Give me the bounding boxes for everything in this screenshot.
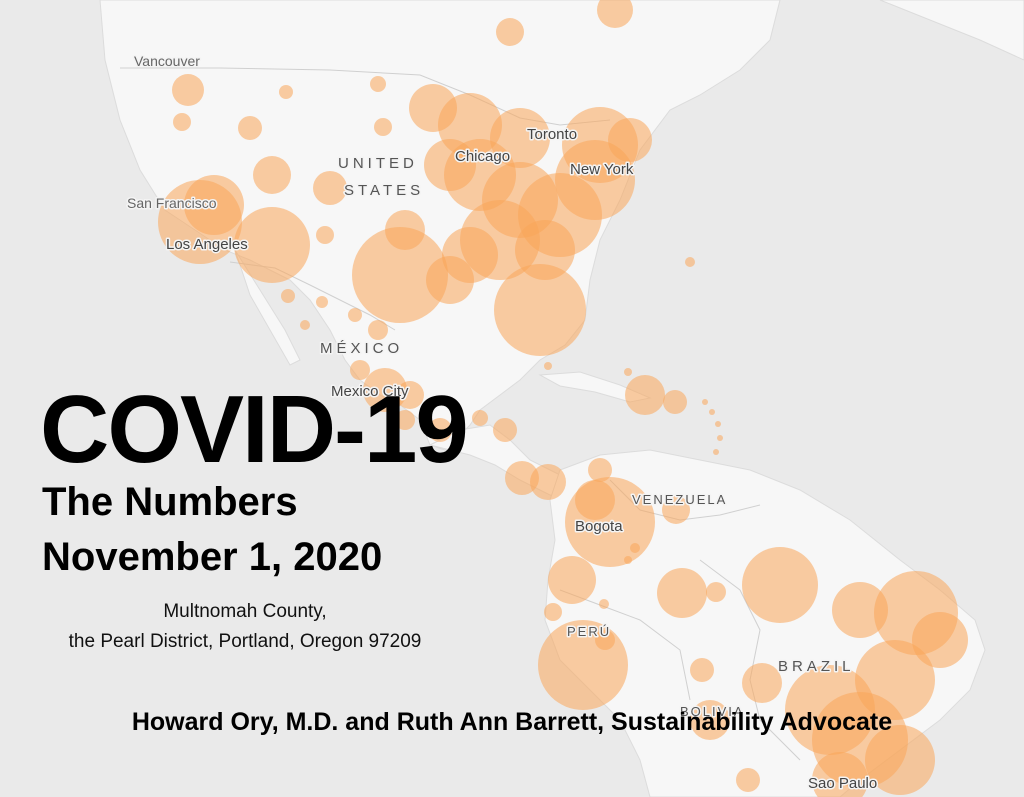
case-bubble [709, 409, 715, 415]
case-bubble [742, 663, 782, 703]
case-bubble [300, 320, 310, 330]
case-bubble [350, 360, 370, 380]
case-bubble [630, 543, 640, 553]
case-bubble [588, 458, 612, 482]
case-bubble [624, 368, 632, 376]
country-label-venezuela: VENEZUELA [632, 492, 727, 507]
case-bubble [172, 74, 204, 106]
case-bubble [238, 116, 262, 140]
case-bubble [395, 410, 415, 430]
city-label-san-francisco: San Francisco [127, 195, 217, 211]
case-bubble [158, 180, 242, 264]
case-bubble [530, 464, 566, 500]
case-bubble [663, 390, 687, 414]
case-bubble [505, 461, 539, 495]
city-label-chicago: Chicago [455, 148, 510, 165]
case-bubble [865, 725, 935, 795]
case-bubble [595, 630, 615, 650]
case-bubble [713, 449, 719, 455]
case-bubble [368, 320, 388, 340]
case-bubble [625, 375, 665, 415]
case-bubble [253, 156, 291, 194]
case-bubble [736, 768, 760, 792]
baja-land [234, 249, 301, 366]
case-bubble [234, 207, 310, 283]
city-label-toronto: Toronto [527, 126, 577, 143]
case-bubbles [158, 0, 968, 797]
case-bubble [812, 752, 868, 797]
case-bubble [575, 480, 615, 520]
case-bubble [702, 399, 708, 405]
case-bubble [494, 264, 586, 356]
case-bubble [313, 171, 347, 205]
peru-border [559, 589, 691, 701]
case-bubble [374, 118, 392, 136]
country-label-united: UNITED [338, 155, 418, 172]
case-bubble [348, 308, 362, 322]
case-bubble [544, 603, 562, 621]
city-label-new-york: New York [570, 161, 634, 178]
case-bubble [428, 418, 452, 442]
case-bubble [173, 113, 191, 131]
case-bubble [717, 435, 723, 441]
case-bubble [316, 226, 334, 244]
case-bubble [493, 418, 517, 442]
city-label-sao-paulo: Sao Paulo [808, 775, 877, 792]
case-bubble [279, 85, 293, 99]
country-label-brazil: BRAZIL [778, 658, 855, 675]
case-bubble [912, 612, 968, 668]
city-label-vancouver: Vancouver [134, 53, 200, 69]
us-canada-border [120, 67, 611, 126]
case-bubble [515, 220, 575, 280]
case-bubble [742, 547, 818, 623]
brazil-border [699, 559, 801, 761]
case-bubble [597, 0, 633, 28]
case-bubble [363, 368, 407, 412]
case-bubble [690, 658, 714, 682]
city-label-mexico-city: Mexico City [331, 383, 409, 400]
case-bubble [424, 139, 476, 191]
case-bubble [544, 362, 552, 370]
greenland-land [879, 0, 1024, 61]
country-label-mexico: MÉXICO [320, 340, 403, 357]
country-label-peru: PERÚ [567, 624, 611, 639]
case-bubble [715, 421, 721, 427]
case-bubble [624, 556, 632, 564]
case-bubble [370, 76, 386, 92]
case-bubble [496, 18, 524, 46]
case-bubble [352, 227, 448, 323]
country-label-states: STATES [344, 182, 424, 199]
city-label-los-angeles: Los Angeles [166, 236, 248, 253]
case-bubble [832, 582, 888, 638]
case-bubble [548, 556, 596, 604]
country-label-bolivia: BOLIVIA [680, 704, 745, 719]
case-bubble [316, 296, 328, 308]
case-bubble [657, 568, 707, 618]
case-bubble [706, 582, 726, 602]
case-bubble [690, 700, 730, 740]
case-bubble [599, 599, 609, 609]
case-bubble [662, 496, 690, 524]
case-bubble [396, 381, 424, 409]
case-bubble [472, 410, 488, 426]
city-label-bogota: Bogota [575, 518, 623, 535]
case-bubble [685, 257, 695, 267]
case-bubble [281, 289, 295, 303]
